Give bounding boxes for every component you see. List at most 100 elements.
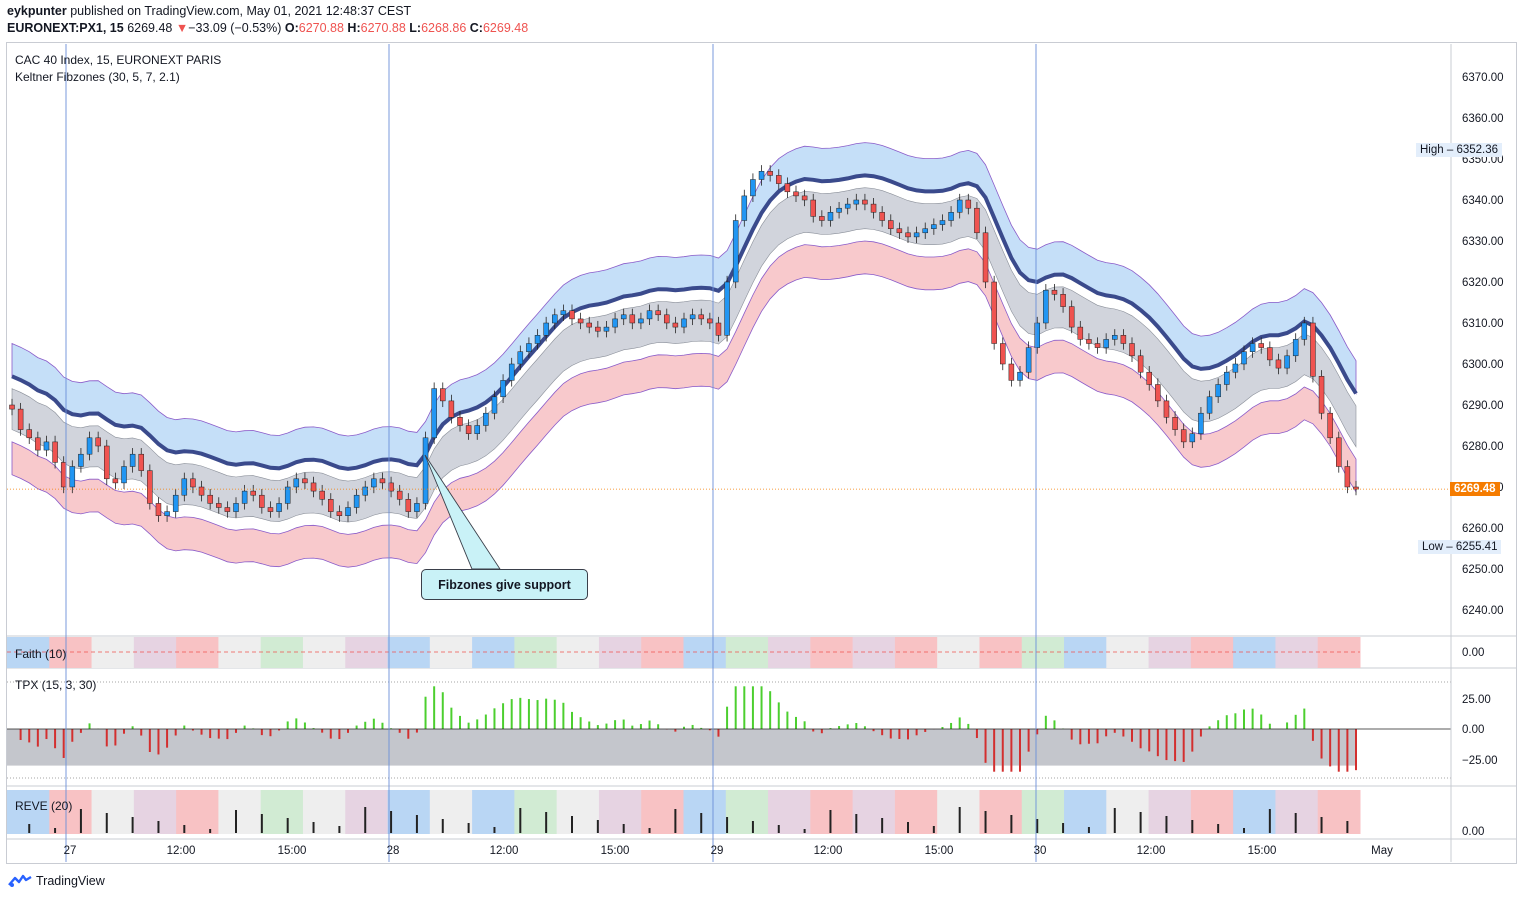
candle-down bbox=[112, 478, 119, 484]
faith-block bbox=[514, 637, 558, 668]
faith-block bbox=[810, 637, 854, 668]
tradingview-logo[interactable]: TradingView bbox=[8, 874, 105, 888]
reve-block bbox=[1275, 790, 1319, 834]
candle-down bbox=[1068, 306, 1075, 328]
chart-frame[interactable] bbox=[6, 42, 1517, 864]
candle-up bbox=[362, 486, 368, 496]
candle-down bbox=[801, 195, 808, 201]
faith-block bbox=[1064, 637, 1107, 668]
ticker-symbol[interactable]: EURONEXT:PX1, 15 bbox=[7, 21, 124, 35]
faith-block bbox=[556, 637, 600, 668]
candle-up bbox=[560, 310, 567, 316]
candle-down bbox=[1172, 417, 1178, 430]
candle-up bbox=[836, 207, 842, 213]
legend-indicator[interactable]: Keltner Fibzones (30, 5, 7, 2.1) bbox=[15, 70, 180, 84]
candle-up bbox=[853, 199, 860, 205]
candle-down bbox=[448, 400, 455, 418]
candle-down bbox=[310, 482, 317, 492]
annotation-callout[interactable]: Fibzones give support bbox=[421, 569, 588, 600]
candle-down bbox=[569, 310, 575, 320]
candle-up bbox=[1189, 433, 1196, 443]
price-tick-label: 6310.00 bbox=[1462, 318, 1504, 330]
candle-up bbox=[534, 335, 541, 344]
candle-down bbox=[1008, 363, 1015, 381]
candle-up bbox=[345, 507, 351, 516]
faith-block bbox=[979, 637, 1023, 668]
time-tick-label: 27 bbox=[64, 845, 77, 857]
publisher-line: eykpunter published on TradingView.com, … bbox=[7, 4, 411, 18]
candle-up bbox=[689, 314, 696, 320]
low-badge: Low – 6255.41 bbox=[1418, 540, 1502, 554]
high-value: 6270.88 bbox=[360, 21, 406, 35]
candle-up bbox=[732, 220, 739, 283]
candle-down bbox=[267, 507, 274, 512]
candle-down bbox=[905, 232, 911, 238]
faith-pane-title[interactable]: Faith (10) bbox=[15, 647, 67, 661]
reve-block bbox=[683, 790, 727, 834]
candle-up bbox=[827, 212, 834, 221]
open-label: O: bbox=[284, 21, 299, 35]
candle-down bbox=[1275, 359, 1282, 369]
faith-block bbox=[7, 637, 50, 668]
candle-down bbox=[465, 425, 472, 434]
high-badge-label: High bbox=[1420, 144, 1444, 156]
candle-down bbox=[457, 417, 463, 426]
pane-tick-label: 25.00 bbox=[1462, 694, 1491, 706]
time-tick-label: 29 bbox=[711, 845, 724, 857]
high-badge: High – 6352.36 bbox=[1416, 143, 1503, 157]
price-tick-label: 6350.00 bbox=[1462, 154, 1504, 166]
faith-block bbox=[429, 637, 473, 668]
tpx-pane-title[interactable]: TPX (15, 3, 30) bbox=[15, 678, 97, 692]
candle-down bbox=[17, 408, 24, 430]
faith-block bbox=[1233, 637, 1276, 668]
candle-up bbox=[69, 466, 76, 488]
faith-block bbox=[345, 637, 389, 668]
fib-trend-line bbox=[11, 173, 1358, 471]
candle-up bbox=[913, 232, 920, 238]
publisher-user[interactable]: eykpunter bbox=[7, 4, 67, 18]
candle-down bbox=[629, 314, 636, 324]
candle-up bbox=[43, 441, 50, 451]
time-tick-label: 30 bbox=[1034, 845, 1047, 857]
candle-up bbox=[1034, 322, 1040, 348]
candle-down bbox=[896, 228, 903, 234]
candle-up bbox=[121, 466, 127, 484]
faith-block bbox=[387, 637, 431, 668]
candle-up bbox=[724, 281, 730, 336]
candle-down bbox=[1258, 343, 1264, 348]
candle-down bbox=[1155, 384, 1161, 402]
candle-down bbox=[577, 318, 584, 324]
candle-down bbox=[767, 171, 773, 176]
candle-up bbox=[500, 380, 506, 398]
candle-up bbox=[931, 224, 937, 229]
faith-block bbox=[852, 637, 896, 668]
candle-up bbox=[741, 195, 748, 221]
candle-up bbox=[526, 343, 532, 352]
candle-down bbox=[95, 437, 101, 447]
reve-pane-title[interactable]: REVE (20) bbox=[15, 799, 73, 813]
candle-down bbox=[784, 183, 791, 193]
price-tick-label: 6290.00 bbox=[1462, 400, 1504, 412]
candle-down bbox=[138, 453, 144, 471]
candle-down bbox=[974, 207, 980, 234]
price-tick-label: 6300.00 bbox=[1462, 359, 1504, 371]
time-tick-label: 15:00 bbox=[601, 845, 630, 857]
axes-layer: 6370.00 6360.00 6350.00 6340.00 6330.00 6320.… bbox=[7, 44, 1504, 862]
candle-up bbox=[474, 425, 480, 434]
low-value: 6268.86 bbox=[421, 21, 467, 35]
candle-up bbox=[164, 511, 170, 516]
candle-down bbox=[862, 199, 868, 205]
faith-block bbox=[49, 637, 93, 668]
reve-block bbox=[1190, 790, 1234, 834]
ticker-change: −33.09 (−0.53%) bbox=[188, 21, 282, 35]
candle-down bbox=[655, 310, 661, 316]
faith-block bbox=[91, 637, 135, 668]
candle-down bbox=[1000, 343, 1006, 365]
reve-block bbox=[810, 790, 854, 834]
candle-down bbox=[819, 216, 825, 221]
candle-down bbox=[440, 388, 446, 402]
candle-up bbox=[1206, 396, 1213, 414]
legend-main[interactable]: CAC 40 Index, 15, EURONEXT PARIS bbox=[15, 53, 222, 67]
candle-up bbox=[241, 490, 248, 504]
